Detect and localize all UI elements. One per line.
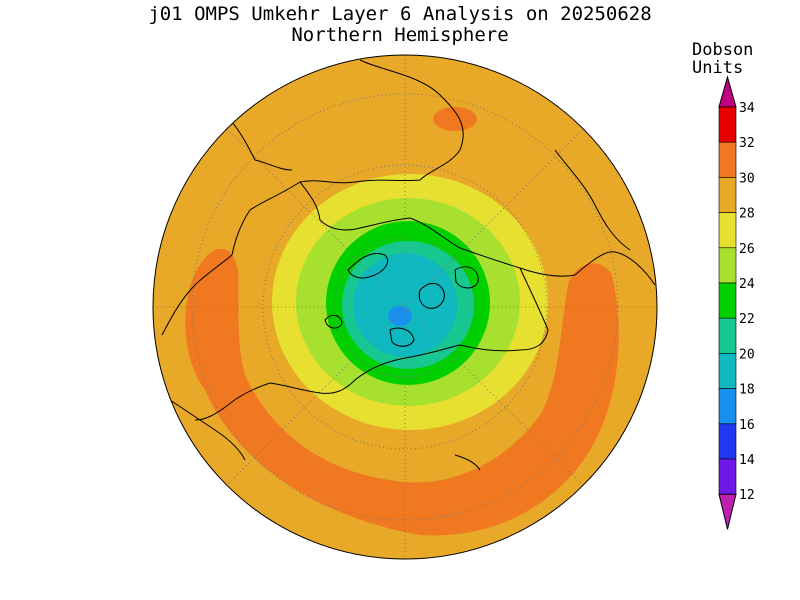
- colorbar-bottom-arrow: [718, 493, 737, 530]
- colorbar-tick-label: 30: [739, 171, 755, 186]
- colorbar-units-line1: Dobson: [692, 40, 754, 60]
- colorbar-segment: [718, 141, 737, 178]
- colorbar-segment: [718, 317, 737, 354]
- map-title: j01 OMPS Umkehr Layer 6 Analysis on 2025…: [148, 3, 652, 25]
- contour-20: [353, 253, 457, 357]
- map-boundary: [152, 54, 658, 560]
- map-subtitle: Northern Hemisphere: [291, 24, 509, 46]
- colorbar-segment: [718, 212, 737, 249]
- colorbar-tick-label: 18: [739, 383, 755, 398]
- colorbar-segment: [718, 282, 737, 319]
- colorbar-tick-label: 16: [739, 418, 755, 433]
- colorbar-tick-label: 26: [739, 242, 755, 257]
- coastlines: [161, 59, 656, 471]
- colorbar-tick-label: 22: [739, 312, 755, 327]
- colorbar-tick-label: 14: [739, 453, 755, 468]
- colorbar-tick-label: 12: [739, 488, 755, 503]
- contour-18: [388, 306, 412, 326]
- high-ozone-spot: [433, 107, 477, 131]
- colorbar-segment: [718, 388, 737, 425]
- colorbar-segment: [718, 353, 737, 389]
- graticule: [153, 55, 657, 559]
- colorbar-segment: [718, 177, 737, 213]
- colorbar-tick-label: 20: [739, 347, 755, 362]
- colorbar-segment: [718, 106, 737, 143]
- colorbar-top-arrow: [718, 75, 737, 108]
- colorbar-segment: [718, 458, 737, 495]
- colorbar-tick-label: 32: [739, 136, 755, 151]
- colorbar-tick-label: 34: [739, 101, 755, 116]
- colorbar-segment: [718, 423, 737, 460]
- colorbar-tick-label: 28: [739, 207, 755, 222]
- colorbar-segment: [718, 247, 737, 284]
- high-ozone-band: [185, 248, 619, 536]
- colorbar-tick-label: 24: [739, 277, 755, 292]
- colorbar-units-line2: Units: [692, 58, 744, 78]
